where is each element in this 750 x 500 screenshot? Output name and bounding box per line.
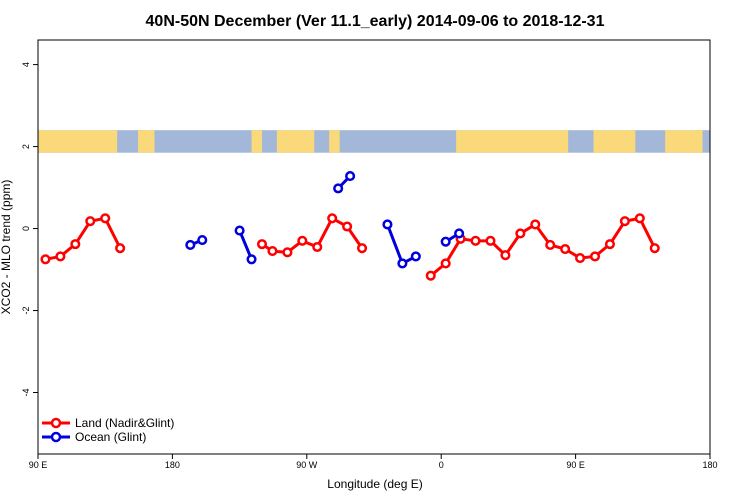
land-data-point xyxy=(357,243,368,254)
map-land-span xyxy=(251,130,262,153)
map-land-span xyxy=(138,130,155,153)
land-data-point xyxy=(440,258,451,269)
land-data-point xyxy=(115,243,126,254)
x-tick-label: 90 W xyxy=(296,460,318,470)
land-data-point xyxy=(425,270,436,281)
land-data-point xyxy=(312,241,323,253)
map-land-span xyxy=(665,130,703,153)
land-data-point xyxy=(342,221,353,232)
ocean-data-point xyxy=(197,234,208,246)
land-data-point xyxy=(282,247,293,258)
y-tick-label: 4 xyxy=(21,62,31,67)
land-data-point xyxy=(40,254,51,265)
y-tick-label: -4 xyxy=(21,389,31,397)
land-data-point xyxy=(649,243,660,254)
ocean-data-point xyxy=(234,225,245,236)
legend-ocean-label: Ocean (Glint) xyxy=(75,430,146,444)
map-strip xyxy=(38,130,710,153)
legend: Land (Nadir&Glint) Ocean (Glint) xyxy=(42,416,174,444)
map-land-span xyxy=(38,130,118,153)
land-data-point xyxy=(485,235,496,246)
land-data-point xyxy=(256,239,268,250)
land-data-point xyxy=(500,250,511,261)
x-tick-label: 90 E xyxy=(566,460,585,470)
land-data-point xyxy=(530,219,541,230)
land-data-point xyxy=(327,213,338,224)
ocean-data-point xyxy=(454,228,465,239)
x-tick-label: 0 xyxy=(439,460,444,470)
land-data-point xyxy=(575,253,586,264)
x-axis-label: Longitude (deg E) xyxy=(327,477,422,491)
x-tick-label: 180 xyxy=(165,460,180,470)
ocean-data-point xyxy=(345,171,356,182)
legend-ocean-marker xyxy=(50,431,62,443)
ocean-data-point xyxy=(440,236,451,247)
legend-land-marker xyxy=(50,417,62,429)
land-data-point xyxy=(70,239,81,250)
x-axis-ticks: 90 E 180 90 W 0 90 E 180 xyxy=(29,454,718,470)
chart-title: 40N-50N December (Ver 11.1_early) 2014-0… xyxy=(146,13,605,30)
land-data-point xyxy=(55,251,66,262)
land-data-point xyxy=(297,235,308,246)
map-land-span xyxy=(276,130,315,153)
series-layer xyxy=(40,171,660,281)
y-tick-label: 2 xyxy=(21,144,31,149)
x-tick-label: 180 xyxy=(702,460,717,470)
ocean-data-point xyxy=(246,254,257,265)
land-data-point xyxy=(619,216,630,227)
land-data-point xyxy=(100,213,111,224)
y-axis-label: XCO2 - MLO trend (ppm) xyxy=(0,180,13,315)
land-data-point xyxy=(604,239,615,250)
y-tick-label: 0 xyxy=(21,226,31,231)
ocean-data-point xyxy=(333,183,344,194)
plot-frame xyxy=(37,39,711,455)
land-data-point xyxy=(545,239,556,251)
ocean-data-point xyxy=(397,258,408,269)
ocean-data-point xyxy=(185,239,196,251)
land-data-point xyxy=(634,213,645,224)
ocean-series-line xyxy=(238,230,253,260)
land-data-point xyxy=(560,243,571,255)
y-axis-ticks: -4 -2 0 2 4 xyxy=(21,62,38,397)
ocean-data-point xyxy=(382,219,393,230)
land-data-point xyxy=(267,246,278,257)
land-data-point xyxy=(515,228,526,239)
y-tick-label: -2 xyxy=(21,307,31,315)
x-tick-label: 90 E xyxy=(29,460,48,470)
land-series-line xyxy=(429,216,657,277)
land-data-point xyxy=(85,216,96,227)
land-data-point xyxy=(470,235,481,246)
map-land-span xyxy=(593,130,636,153)
land-data-point xyxy=(589,251,601,262)
legend-land-label: Land (Nadir&Glint) xyxy=(75,416,174,430)
ocean-data-point xyxy=(410,251,421,262)
map-land-span xyxy=(456,130,569,153)
map-land-span xyxy=(329,130,340,153)
